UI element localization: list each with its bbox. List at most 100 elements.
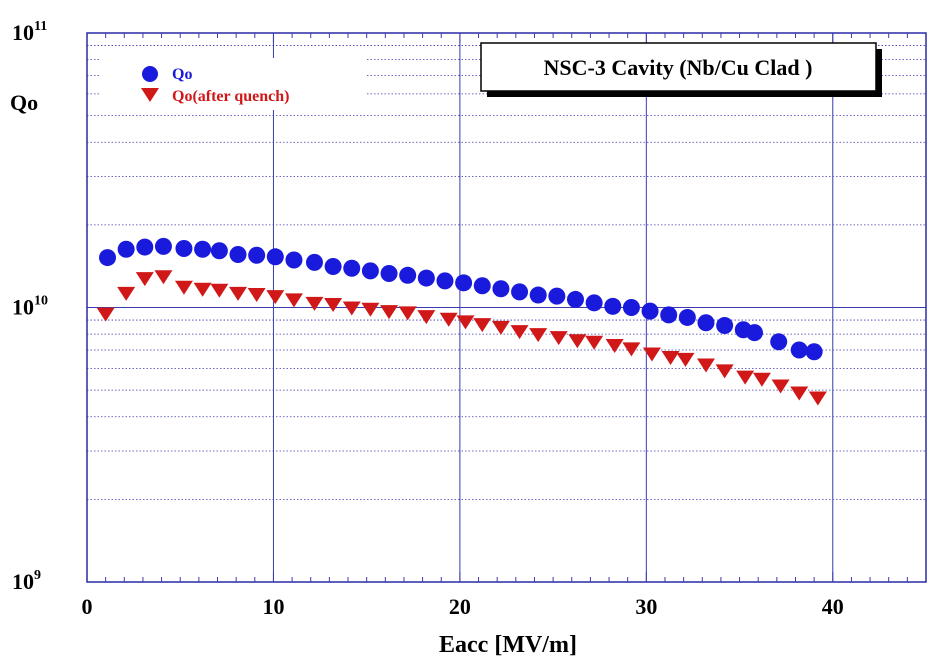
data-point-qo-after-quench — [715, 364, 734, 379]
data-point-qo-after-quench — [568, 334, 587, 349]
data-point-qo-after-quench — [510, 325, 529, 340]
data-point-qo — [399, 266, 417, 284]
data-point-qo-after-quench — [380, 305, 399, 320]
legend-background — [99, 58, 365, 110]
data-point-qo-after-quench — [736, 370, 755, 385]
data-point-qo-after-quench — [771, 379, 790, 394]
data-point-qo — [492, 280, 510, 298]
data-point-qo-after-quench — [491, 320, 510, 335]
data-point-qo — [154, 237, 172, 255]
data-point-qo — [324, 258, 342, 276]
title-box: NSC-3 Cavity (Nb/Cu Clad ) — [480, 42, 882, 97]
legend-label-qo: Qo — [172, 66, 192, 83]
data-point-qo — [229, 245, 247, 263]
data-point-qo-after-quench — [696, 358, 715, 373]
y-tick-label: 109 — [12, 568, 41, 594]
data-point-qo-after-quench — [661, 351, 680, 366]
data-point-qo — [285, 251, 303, 269]
data-point-qo — [511, 283, 529, 301]
data-point-qo-after-quench — [135, 272, 154, 287]
data-point-qo-after-quench — [117, 286, 136, 301]
data-point-qo-after-quench — [585, 335, 604, 350]
data-point-qo — [697, 314, 715, 332]
data-point-qo — [548, 287, 566, 305]
data-point-qo — [716, 316, 734, 334]
data-point-qo — [660, 306, 678, 324]
data-point-qo — [529, 286, 547, 304]
data-point-qo-after-quench — [361, 302, 380, 317]
data-point-qo — [117, 240, 135, 258]
data-point-qo-after-quench — [284, 293, 303, 308]
data-point-qo-after-quench — [398, 306, 417, 321]
data-point-qo-after-quench — [247, 287, 266, 302]
data-point-qo — [585, 294, 603, 312]
data-point-qo — [770, 333, 788, 351]
data-point-qo — [473, 277, 491, 295]
legend-marker-circle-icon — [142, 66, 158, 82]
x-tick-label: 40 — [822, 594, 844, 619]
data-point-qo-after-quench — [417, 310, 436, 325]
data-point-qo — [99, 249, 117, 267]
data-point-qo — [194, 240, 212, 258]
data-point-qo-after-quench — [210, 283, 229, 298]
x-tick-label: 0 — [82, 594, 93, 619]
data-point-qo — [566, 290, 584, 308]
data-point-qo — [604, 297, 622, 315]
data-point-qo — [210, 242, 228, 260]
y-tick-label: 1010 — [12, 294, 48, 320]
data-point-qo — [136, 238, 154, 256]
data-point-qo — [266, 248, 284, 266]
x-tick-label: 10 — [262, 594, 284, 619]
data-point-qo — [790, 341, 808, 359]
data-point-qo — [380, 265, 398, 283]
legend: Qo Qo(after quench) — [99, 58, 365, 110]
data-point-qo — [305, 253, 323, 271]
data-point-qo — [622, 299, 640, 316]
data-point-qo-after-quench — [193, 282, 212, 297]
data-point-qo-after-quench — [305, 296, 324, 311]
data-layer — [96, 237, 827, 406]
data-point-qo-after-quench — [790, 386, 809, 401]
legend-label-qo-after-quench: Qo(after quench) — [172, 88, 289, 105]
data-point-qo-after-quench — [342, 301, 361, 316]
data-point-qo — [455, 274, 473, 292]
data-point-qo — [805, 343, 823, 361]
data-point-qo-after-quench — [174, 280, 193, 295]
axis-ticks: 0 10 20 30 40 109 1010 1011 — [12, 19, 908, 619]
data-point-qo-after-quench — [529, 328, 548, 343]
grid — [87, 33, 926, 582]
data-point-qo-after-quench — [439, 312, 458, 327]
title-box-frame — [480, 42, 877, 92]
data-point-qo-after-quench — [605, 339, 624, 354]
data-point-qo — [248, 246, 266, 264]
data-point-qo-after-quench — [96, 307, 115, 322]
data-point-qo-after-quench — [642, 347, 661, 362]
x-tick-label: 30 — [635, 594, 657, 619]
data-point-qo — [745, 324, 763, 342]
x-tick-label: 20 — [449, 594, 471, 619]
data-point-qo-after-quench — [266, 290, 285, 305]
data-point-qo-after-quench — [808, 391, 827, 406]
data-point-qo — [417, 269, 435, 287]
data-point-qo-after-quench — [752, 372, 771, 387]
data-point-qo-after-quench — [676, 352, 695, 367]
data-point-qo — [343, 259, 361, 277]
x-axis-label: Eacc [MV/m] — [439, 632, 577, 658]
chart-title: NSC-3 Cavity (Nb/Cu Clad ) — [544, 55, 813, 80]
data-point-qo — [361, 262, 379, 280]
data-point-qo — [678, 308, 696, 326]
y-tick-label: 1011 — [12, 19, 47, 45]
data-point-qo-after-quench — [622, 342, 641, 357]
data-point-qo-after-quench — [473, 318, 492, 333]
plot-area-frame — [86, 32, 927, 583]
data-point-qo-after-quench — [324, 297, 343, 312]
data-point-qo — [175, 240, 193, 258]
legend-marker-triangle-down-icon — [141, 88, 159, 102]
data-point-qo-after-quench — [549, 331, 568, 346]
data-point-qo — [641, 302, 659, 320]
data-point-qo — [436, 272, 454, 290]
data-point-qo-after-quench — [154, 270, 173, 285]
data-point-qo-after-quench — [456, 315, 475, 330]
data-point-qo-after-quench — [229, 286, 248, 301]
